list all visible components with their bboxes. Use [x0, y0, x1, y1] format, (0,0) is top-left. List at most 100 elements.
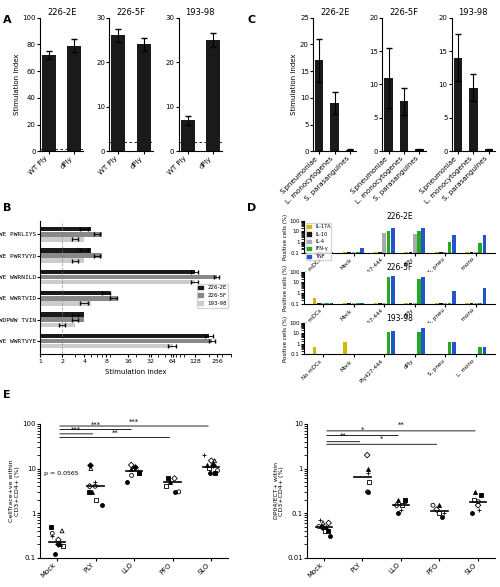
Point: [474, 501, 482, 510]
Point: [91, 481, 99, 491]
Bar: [482, 235, 486, 587]
Bar: [346, 150, 354, 151]
Bar: [330, 103, 339, 151]
Bar: [448, 303, 452, 587]
X-axis label: Stimulation index: Stimulation index: [105, 369, 166, 375]
Bar: [326, 252, 329, 587]
Point: [402, 495, 409, 504]
Point: [48, 532, 56, 541]
Bar: [444, 354, 447, 587]
Point: [166, 477, 173, 487]
Bar: [478, 347, 482, 587]
Point: [56, 539, 64, 549]
Point: [322, 522, 330, 531]
Bar: [391, 332, 394, 587]
Point: [134, 466, 142, 475]
Bar: [356, 303, 360, 587]
Bar: [470, 303, 474, 587]
Bar: [343, 303, 347, 587]
Bar: [312, 298, 316, 587]
Bar: [448, 342, 452, 587]
Point: [319, 518, 327, 528]
Point: [200, 464, 208, 473]
Bar: [444, 252, 447, 587]
Title: 226-5F: 226-5F: [390, 8, 418, 17]
Point: [52, 549, 60, 559]
Point: [470, 495, 478, 504]
Point: [365, 477, 373, 487]
Bar: [439, 303, 443, 587]
Text: ***: ***: [90, 422, 101, 428]
Bar: [40, 275, 217, 279]
Title: 226-2E: 226-2E: [47, 8, 76, 17]
Point: [162, 481, 170, 491]
Bar: [360, 303, 364, 587]
Bar: [448, 242, 452, 587]
Point: [166, 477, 174, 487]
Bar: [439, 354, 443, 587]
Point: [478, 491, 486, 500]
Bar: [478, 303, 482, 587]
Bar: [466, 303, 469, 587]
Bar: [321, 354, 325, 587]
Legend: 226-2E, 226-5F, 193-98: 226-2E, 226-5F, 193-98: [196, 284, 228, 308]
Bar: [413, 303, 416, 587]
Point: [88, 487, 96, 497]
Point: [315, 522, 323, 531]
Bar: [352, 303, 356, 587]
Point: [54, 535, 62, 545]
Bar: [348, 252, 351, 587]
Point: [174, 487, 182, 497]
Bar: [374, 354, 378, 587]
Bar: [391, 276, 394, 587]
Point: [124, 477, 132, 487]
Point: [211, 468, 219, 478]
Point: [438, 512, 446, 522]
Bar: [482, 347, 486, 587]
Bar: [474, 303, 478, 587]
Bar: [417, 279, 421, 587]
Text: *: *: [380, 436, 384, 441]
Text: ***: ***: [71, 426, 82, 433]
Bar: [474, 354, 478, 587]
Bar: [391, 228, 394, 587]
Bar: [40, 291, 110, 295]
Point: [392, 501, 400, 510]
Point: [318, 522, 326, 531]
Bar: [466, 252, 469, 587]
Point: [130, 462, 138, 471]
Point: [324, 526, 332, 535]
Point: [432, 505, 440, 514]
Point: [202, 460, 210, 470]
Bar: [408, 354, 412, 587]
Text: D: D: [248, 203, 257, 212]
Point: [440, 508, 448, 518]
Bar: [378, 354, 382, 587]
Bar: [330, 252, 334, 587]
Title: 226-2E: 226-2E: [386, 212, 412, 221]
Bar: [40, 269, 195, 274]
Bar: [40, 312, 84, 317]
Bar: [312, 347, 316, 587]
Point: [476, 505, 484, 514]
Point: [397, 505, 405, 514]
Bar: [352, 252, 356, 587]
Bar: [382, 303, 386, 587]
Point: [200, 450, 208, 460]
Point: [136, 468, 143, 478]
Bar: [408, 252, 412, 587]
Point: [86, 460, 94, 470]
Point: [56, 545, 64, 555]
Title: 226-5F: 226-5F: [386, 263, 412, 272]
Bar: [321, 303, 325, 587]
Bar: [315, 60, 324, 151]
Bar: [326, 303, 329, 587]
Bar: [360, 354, 364, 587]
Bar: [40, 280, 195, 284]
Bar: [356, 354, 360, 587]
Bar: [206, 40, 220, 151]
Bar: [413, 234, 416, 587]
Point: [90, 477, 98, 487]
Point: [127, 460, 135, 470]
Point: [394, 495, 402, 504]
